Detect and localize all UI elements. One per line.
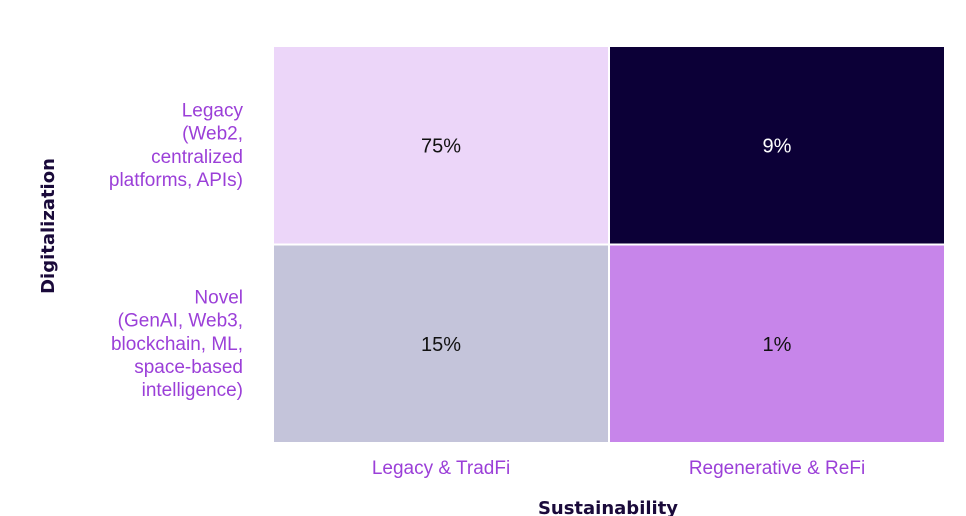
heatmap-cell-r1-c0 [272, 243, 610, 444]
cell-value-label-r1-c1: 1% [763, 334, 792, 356]
x-axis-tick-labels: Legacy & TradFi Regenerative & ReFi [372, 458, 865, 479]
y-tick-label-line: Novel [194, 287, 243, 308]
y-axis-label: Digitalization [38, 158, 59, 294]
heatmap-cell-r1-c1 [608, 243, 946, 444]
y-tick-label-line: (GenAI, Web3, [118, 311, 243, 332]
cell-value-label-r0-c0: 75% [421, 135, 461, 157]
x-tick-label-0: Legacy & TradFi [372, 458, 510, 479]
cell-value-label-r0-c1: 9% [763, 135, 792, 157]
y-tick-label-line: intelligence) [142, 380, 243, 401]
cell-value-label-r1-c0: 15% [421, 334, 461, 356]
heatmap-cell-labels: 75% 9% 15% 1% [421, 135, 792, 356]
y-tick-label-line: platforms, APIs) [109, 170, 243, 191]
x-axis-label: Sustainability [538, 498, 678, 516]
y-tick-label-line: centralized [151, 147, 243, 168]
heatmap-cell-r0-c1 [608, 45, 946, 246]
y-tick-label-1: Novel (GenAI, Web3, blockchain, ML, space-b… [111, 287, 243, 401]
heatmap-cell-r0-c0 [272, 45, 610, 246]
y-tick-label-line: space-based [134, 357, 243, 378]
x-tick-label-1: Regenerative & ReFi [689, 458, 865, 479]
y-tick-label-0: Legacy (Web2, centralized platforms, APIs) [109, 100, 244, 191]
y-tick-label-line: blockchain, ML, [111, 334, 243, 355]
y-axis-tick-labels: Legacy (Web2, centralized platforms, APIs) N… [109, 100, 244, 401]
y-tick-label-line: Legacy [182, 100, 244, 121]
heatmap-cells [272, 45, 946, 444]
y-tick-label-line: (Web2, [182, 124, 243, 145]
